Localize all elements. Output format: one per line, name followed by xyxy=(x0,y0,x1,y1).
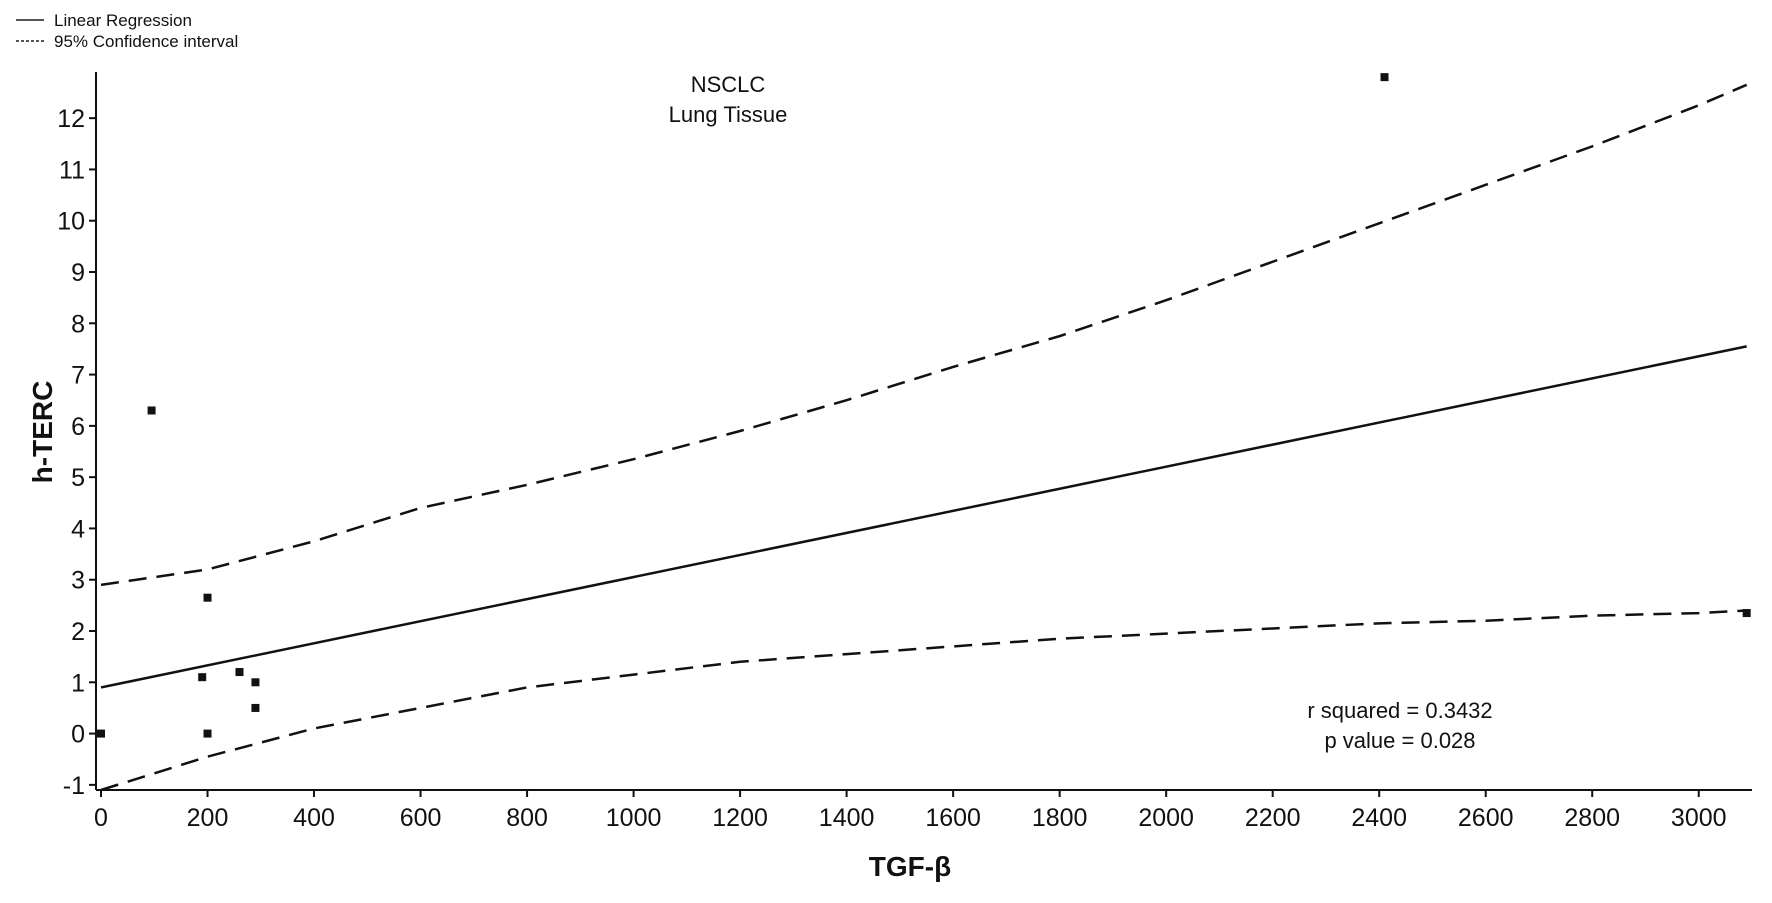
x-axis-ticks: 0 200 400 600 800 1000 1200 1400 1600 1800 2000 220… xyxy=(94,790,1727,832)
curves xyxy=(100,83,1748,792)
y-tick-label: 0 xyxy=(71,721,85,749)
data-point xyxy=(1380,73,1389,82)
x-tick-label: 800 xyxy=(506,804,548,832)
data-point xyxy=(235,668,244,677)
data-point xyxy=(1742,609,1751,618)
y-tick-label: 12 xyxy=(57,105,85,133)
y-tick-label: 2 xyxy=(71,618,85,646)
y-axis-title: h-TERC xyxy=(27,381,58,484)
y-tick-label: -1 xyxy=(63,772,85,800)
x-tick-label: 2200 xyxy=(1245,804,1301,832)
x-tick-label: 2800 xyxy=(1564,804,1620,832)
x-tick-label: 1000 xyxy=(606,804,662,832)
x-tick-label: 200 xyxy=(187,804,229,832)
data-point xyxy=(203,729,212,738)
x-tick-label: 0 xyxy=(94,804,108,832)
chart-subtitle: Lung Tissue xyxy=(669,102,788,127)
data-point xyxy=(198,673,207,682)
x-tick-label: 1200 xyxy=(712,804,768,832)
x-tick-label: 600 xyxy=(400,804,442,832)
x-tick-label: 2400 xyxy=(1351,804,1407,832)
y-tick-label: 6 xyxy=(71,413,85,441)
x-tick-label: 2000 xyxy=(1138,804,1194,832)
y-tick-label: 1 xyxy=(71,669,85,697)
data-point xyxy=(97,729,105,738)
regression-line xyxy=(100,345,1747,689)
x-tick-label: 400 xyxy=(293,804,335,832)
y-tick-label: 8 xyxy=(71,310,85,338)
ci-upper-line xyxy=(100,83,1748,587)
y-tick-label: 7 xyxy=(71,362,85,390)
x-axis-title: TGF-β xyxy=(869,851,951,882)
y-tick-label: 9 xyxy=(71,259,85,287)
x-tick-label: 1800 xyxy=(1032,804,1088,832)
r-squared-annotation: r squared = 0.3432 xyxy=(1307,698,1492,723)
y-tick-label: 3 xyxy=(71,567,85,595)
data-point xyxy=(147,406,156,415)
ci-lower-line xyxy=(100,609,1747,792)
x-tick-label: 3000 xyxy=(1671,804,1727,832)
y-tick-label: 4 xyxy=(71,515,85,543)
p-value-annotation: p value = 0.028 xyxy=(1324,728,1475,753)
chart-title: NSCLC xyxy=(691,72,766,97)
x-tick-label: 1600 xyxy=(925,804,981,832)
data-point xyxy=(251,703,260,712)
data-points xyxy=(97,73,1751,738)
x-tick-label: 1400 xyxy=(819,804,875,832)
data-point xyxy=(203,593,212,602)
y-tick-label: 11 xyxy=(59,156,85,184)
x-tick-label: 2600 xyxy=(1458,804,1514,832)
legend-regression-label: Linear Regression xyxy=(54,11,192,30)
legend: Linear Regression 95% Confidence interva… xyxy=(16,11,238,51)
y-tick-label: 5 xyxy=(71,464,85,492)
data-point xyxy=(251,678,260,687)
y-tick-label: 10 xyxy=(57,208,85,236)
legend-ci-label: 95% Confidence interval xyxy=(54,32,238,51)
